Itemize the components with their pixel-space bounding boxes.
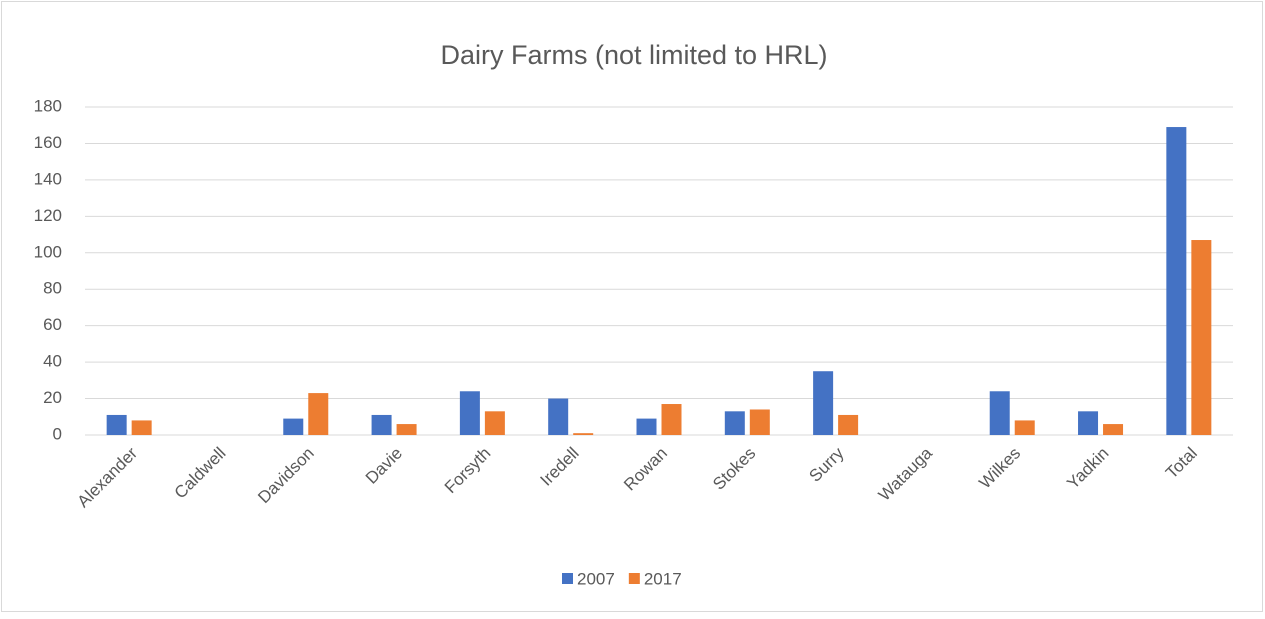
bar bbox=[1103, 424, 1124, 435]
bar bbox=[1166, 127, 1187, 436]
bar bbox=[283, 418, 304, 435]
legend-label: 2017 bbox=[644, 569, 682, 588]
bar bbox=[459, 391, 480, 435]
bar bbox=[371, 414, 392, 435]
y-tick-label: 100 bbox=[34, 242, 62, 261]
legend-label: 2007 bbox=[577, 569, 615, 588]
y-tick-label: 40 bbox=[43, 352, 62, 371]
bar bbox=[838, 414, 859, 435]
y-tick-label: 0 bbox=[53, 424, 62, 443]
bar bbox=[813, 371, 834, 435]
bar bbox=[661, 404, 682, 435]
chart-title: Dairy Farms (not limited to HRL) bbox=[440, 40, 827, 70]
legend-swatch bbox=[628, 573, 640, 584]
y-tick-label: 180 bbox=[34, 96, 62, 115]
bar bbox=[396, 424, 417, 435]
bar bbox=[1014, 420, 1035, 435]
y-tick-label: 20 bbox=[43, 388, 62, 407]
bar bbox=[1078, 411, 1099, 435]
bar bbox=[131, 420, 152, 435]
y-tick-label: 60 bbox=[43, 315, 62, 334]
bar bbox=[749, 409, 770, 435]
bar bbox=[106, 414, 127, 435]
legend-swatch bbox=[562, 573, 573, 584]
bar bbox=[308, 393, 329, 435]
y-tick-label: 120 bbox=[34, 206, 62, 225]
y-tick-label: 140 bbox=[34, 169, 62, 188]
y-tick-label: 80 bbox=[43, 279, 62, 298]
bar bbox=[724, 411, 745, 435]
bar bbox=[548, 398, 569, 435]
bar bbox=[989, 391, 1010, 435]
y-tick-label: 160 bbox=[34, 133, 62, 152]
bar bbox=[573, 433, 594, 435]
bar bbox=[484, 411, 505, 435]
bar bbox=[636, 418, 657, 435]
bar bbox=[1191, 240, 1212, 435]
